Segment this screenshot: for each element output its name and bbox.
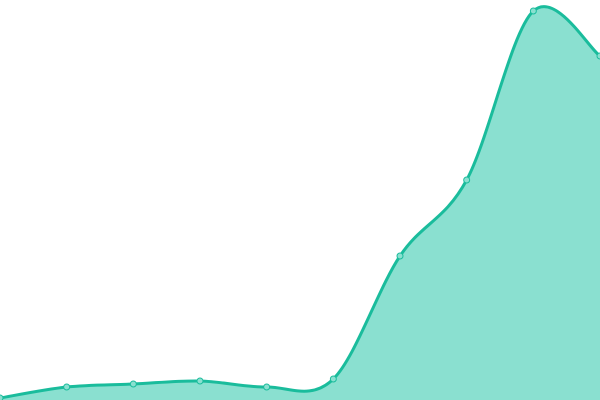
data-point-6 xyxy=(396,252,404,260)
data-point-5 xyxy=(329,375,337,383)
data-point-0 xyxy=(0,394,4,400)
data-point-3 xyxy=(196,377,204,385)
data-point-9 xyxy=(596,52,600,60)
data-point-8 xyxy=(529,7,537,15)
data-markers xyxy=(0,7,600,400)
area-fill xyxy=(0,6,600,400)
data-point-1 xyxy=(63,383,71,391)
data-point-2 xyxy=(129,380,137,388)
data-point-7 xyxy=(463,176,471,184)
data-point-4 xyxy=(263,383,271,391)
